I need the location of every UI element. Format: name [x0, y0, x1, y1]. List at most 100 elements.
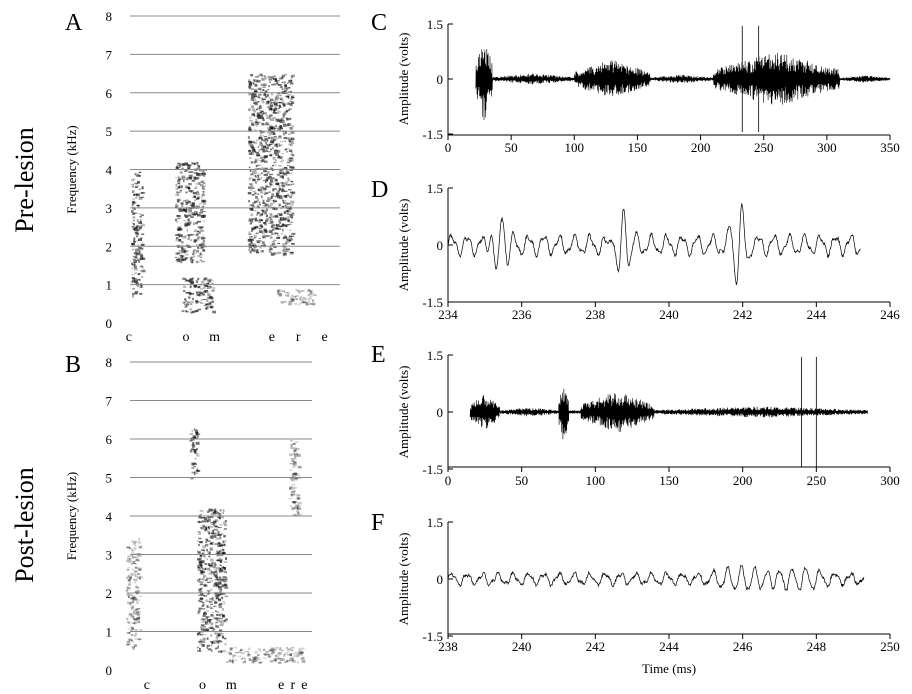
spectral-speckle — [301, 657, 304, 660]
spectral-speckle — [209, 565, 213, 567]
spectral-speckle — [213, 532, 218, 535]
spectral-speckle — [190, 285, 192, 289]
spectral-speckle — [264, 141, 267, 144]
spectral-speckle — [278, 170, 282, 173]
spectral-speckle — [253, 102, 256, 105]
spectral-speckle — [134, 252, 137, 255]
spectral-speckle — [190, 300, 194, 304]
spectral-speckle — [283, 167, 288, 169]
spectral-speckle — [271, 76, 274, 79]
spectral-speckle — [288, 149, 293, 152]
spectral-speckle — [137, 587, 140, 589]
spectral-speckle — [196, 244, 198, 246]
spectral-speckle — [198, 174, 202, 177]
spectral-speckle — [217, 640, 222, 643]
spectral-speckle — [197, 308, 202, 311]
spectral-speckle — [200, 578, 205, 580]
spectral-speckle — [260, 195, 263, 198]
spectral-speckle — [211, 524, 215, 525]
spectral-speckle — [212, 520, 217, 524]
spectral-speckle — [223, 583, 228, 587]
spectral-speckle — [209, 296, 213, 299]
spectral-speckle — [215, 525, 218, 528]
spectral-speckle — [127, 574, 130, 578]
spectral-speckle — [139, 265, 144, 268]
spectral-speckle — [272, 125, 275, 129]
spectral-speckle — [206, 629, 210, 631]
spectral-speckle — [214, 508, 217, 512]
spectral-speckle — [280, 293, 283, 296]
spectral-speckle — [199, 203, 202, 205]
spectral-speckle — [135, 230, 139, 234]
x-tick-label: 250 — [807, 473, 827, 488]
spectral-speckle — [297, 502, 302, 505]
spectral-speckle — [202, 545, 206, 549]
spectral-speckle — [256, 211, 260, 214]
spectral-speckle — [300, 302, 305, 304]
spectral-speckle — [289, 463, 294, 465]
spectral-speckle — [273, 132, 276, 135]
spectral-speckle — [255, 659, 259, 661]
spectral-speckle — [240, 649, 244, 651]
spectral-speckle — [133, 578, 138, 582]
spectral-speckle — [207, 510, 210, 513]
spectral-speckle — [190, 477, 194, 480]
spectral-speckle — [218, 604, 222, 606]
spectral-speckle — [254, 650, 259, 654]
spectral-speckle — [185, 254, 189, 256]
spectral-speckle — [278, 187, 282, 191]
spectral-speckle — [197, 632, 199, 636]
spectral-speckle — [268, 136, 273, 140]
spectral-speckle — [294, 477, 299, 479]
spectral-speckle — [188, 233, 192, 237]
spectral-speckle — [267, 151, 271, 153]
spectral-speckle — [134, 556, 138, 558]
spectral-speckle — [175, 194, 178, 196]
spectral-blob-3 — [247, 73, 296, 257]
spectral-speckle — [288, 657, 292, 661]
spectral-speckle — [254, 219, 258, 222]
spectral-speckle — [286, 110, 289, 113]
spectral-speckle — [189, 239, 193, 241]
spectral-speckle — [222, 615, 226, 618]
spectral-speckle — [134, 186, 138, 188]
spectral-speckle — [138, 175, 141, 177]
spectral-speckle — [292, 487, 295, 490]
spectral-speckle — [126, 643, 131, 646]
spectral-speckle — [254, 217, 258, 221]
spectral-speckle — [188, 176, 192, 179]
spectral-speckle — [131, 596, 135, 599]
spectral-speckle — [185, 199, 189, 203]
spectral-speckle — [223, 649, 226, 653]
spectral-speckle — [290, 494, 294, 497]
spectral-speckle — [264, 95, 268, 98]
spectral-speckle — [190, 293, 194, 295]
spectral-speckle — [177, 257, 181, 260]
spectral-speckle — [133, 237, 136, 240]
spectral-speckle — [181, 205, 184, 207]
spectral-speckle — [289, 83, 292, 85]
spectral-speckle — [196, 280, 199, 283]
spectral-speckle — [138, 537, 140, 541]
spectral-speckle — [289, 505, 293, 507]
spectral-speckle — [252, 187, 255, 189]
spectral-speckle — [128, 579, 131, 582]
spectral-speckle — [188, 212, 192, 214]
spectral-speckle — [263, 187, 267, 191]
spectral-speckle — [253, 251, 257, 253]
spectral-speckle — [276, 173, 281, 176]
spectral-speckle — [137, 273, 140, 275]
spectral-speckle — [134, 256, 137, 259]
spectral-speckle — [286, 123, 289, 127]
spectral-speckle — [258, 218, 263, 221]
spectral-speckle — [281, 175, 284, 177]
spectral-speckle — [285, 170, 289, 174]
spectral-speckle — [205, 584, 208, 587]
spectral-speckle — [229, 651, 231, 654]
spectral-speckle — [289, 214, 293, 216]
spectral-speckle — [185, 191, 188, 194]
phoneme-label: c — [126, 330, 132, 345]
spectral-speckle — [288, 240, 292, 242]
spectral-speckle — [309, 291, 313, 293]
spectral-speckle — [271, 108, 275, 112]
